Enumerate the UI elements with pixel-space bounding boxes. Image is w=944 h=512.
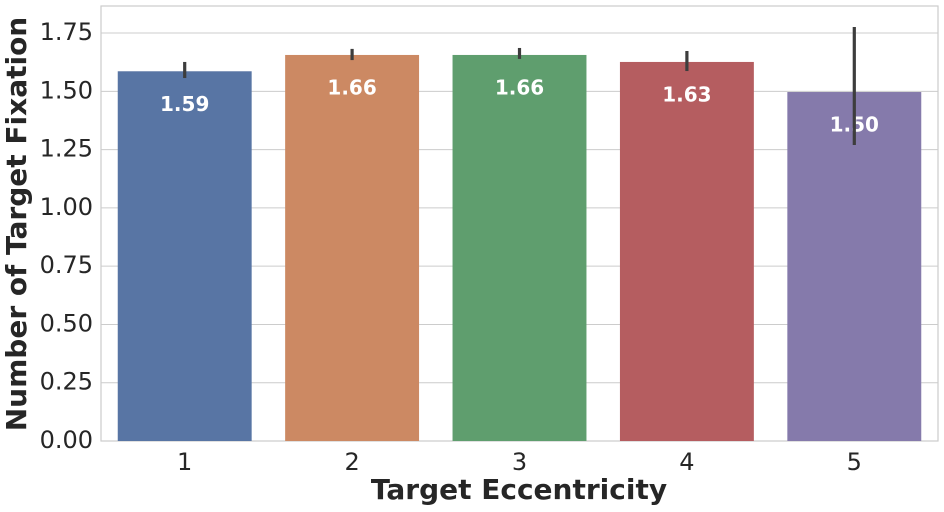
value-label: 1.66	[495, 75, 544, 99]
y-tick-label: 1.00	[40, 193, 93, 221]
bar	[619, 61, 754, 442]
bar	[285, 54, 420, 441]
y-tick-label: 1.50	[40, 76, 93, 104]
value-label: 1.63	[662, 82, 711, 106]
value-label: 1.59	[160, 92, 209, 116]
x-tick-label: 4	[679, 448, 694, 476]
bar	[117, 71, 252, 441]
bar	[452, 54, 587, 441]
y-tick-label: 0.25	[40, 368, 93, 396]
y-axis-label: Number of Target Fixation	[0, 17, 33, 432]
x-tick-label: 5	[847, 448, 862, 476]
y-tick-label: 0.00	[40, 426, 93, 454]
value-label: 1.66	[327, 75, 376, 99]
y-tick-label: 1.75	[40, 18, 93, 46]
x-tick-label: 2	[344, 448, 359, 476]
y-tick-label: 1.25	[40, 135, 93, 163]
y-tick-label: 0.50	[40, 309, 93, 337]
x-tick-label: 1	[177, 448, 192, 476]
y-tick-label: 0.75	[40, 251, 93, 279]
x-axis-label: Target Eccentricity	[371, 473, 667, 506]
x-tick-label: 3	[512, 448, 527, 476]
bar	[787, 92, 922, 441]
